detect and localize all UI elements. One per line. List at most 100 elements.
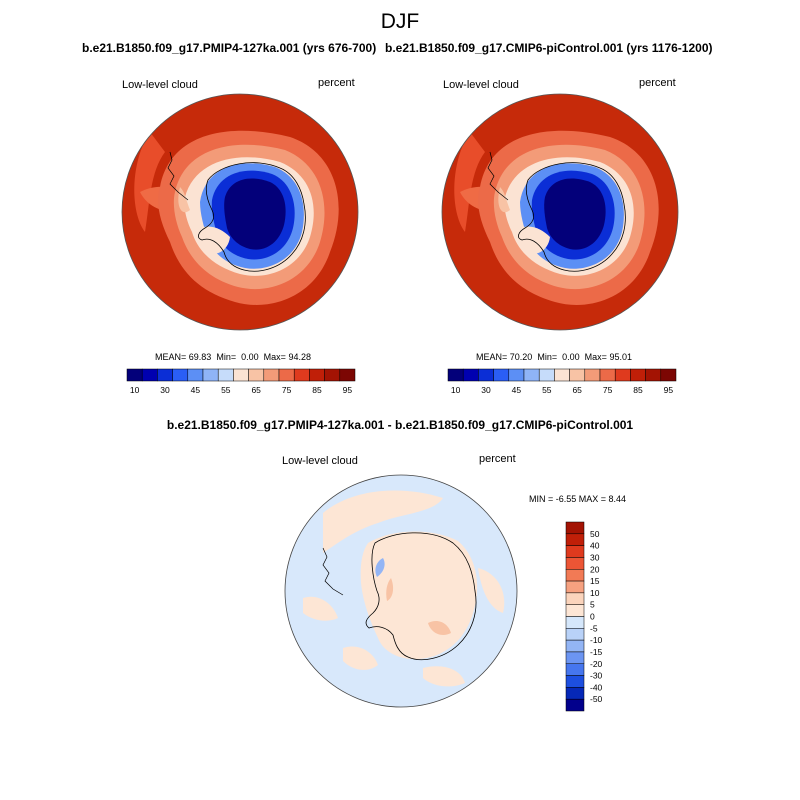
colorbar-tick-label: 5 [590,600,595,610]
colorbar-tick-label: 75 [603,385,613,395]
ocean-shade [134,132,165,232]
colorbar-swatch [248,368,265,382]
colorbar-swatch [523,368,540,382]
colorbar-swatch [660,368,677,382]
colorbar-swatch [565,580,585,594]
colorbar-swatch [630,368,646,382]
colorbar-swatch [478,368,494,382]
colorbar-tick-label: 55 [542,385,552,395]
antarctica-coastline [198,162,306,272]
colorbar-tick-label: 0 [590,612,595,622]
colorbar-tick-label: 95 [343,385,353,395]
colorbar-swatch [278,368,295,382]
diff-positive-area [478,568,505,613]
colorbar-swatch [324,368,341,382]
diff-positive-area [323,490,443,553]
colorbar-swatch [293,368,310,382]
map-border [441,93,679,331]
colorbar-swatch [554,368,570,382]
colorbar-tick-label: 50 [590,529,600,539]
colorbar-swatch [565,521,585,535]
difference-title: b.e21.B1850.f09_g17.PMIP4-127ka.001 - b.… [166,418,634,432]
colorbar-swatch [187,368,204,382]
colorbar-swatch [565,639,585,653]
panel-1-polar-map [121,93,359,331]
colorbar-tick-label: 95 [664,385,674,395]
panel-3-units-label: percent [479,453,516,465]
colorbar-tick-label: -15 [590,647,603,657]
colorbar-swatch [263,368,280,382]
colorbar-tick-label: -10 [590,635,603,645]
colorbar-swatch [584,368,601,382]
max-value: 94.28 [288,352,311,362]
colorbar-swatch [614,368,631,382]
diff-positive-spot [386,578,394,601]
colorbar-swatch [565,604,585,617]
colorbar-swatch [565,698,585,712]
colorbar-tick-label: 75 [282,385,292,395]
colorbar-swatch [565,557,585,570]
colorbar-tick-label: -30 [590,671,603,681]
colorbar-swatch [565,675,585,688]
diff-positive-area [423,666,465,687]
panel-1-colorbar: 10 30 45 55 65 75 85 95 [126,368,356,395]
mean-value: 69.83 [188,352,212,362]
colorbar-swatch [565,687,585,700]
panel-2-polar-map [441,93,679,331]
panel-1-units-label: percent [318,77,355,89]
ocean-shade [454,132,485,232]
panel-2-colorbar: 10 30 45 55 65 75 85 95 [447,368,677,395]
colorbar-tick-label: 65 [251,385,261,395]
continent-min-cloud [224,178,286,250]
south-america-coastline [322,547,344,596]
colorbar-swatch [126,368,143,382]
colorbar-swatch [565,592,585,605]
colorbar-tick-label: -40 [590,682,603,692]
colorbar-tick-label: 45 [512,385,522,395]
panel-2-variable-label: Low-level cloud [443,79,519,91]
page-title: DJF [380,10,420,33]
peninsula-region [178,187,190,213]
diff-positive-area [343,646,378,670]
diff-negative-spot [375,558,385,577]
colorbar-swatch [339,368,356,382]
colorbar-swatch [569,368,586,382]
panel-2-units-label: percent [639,77,676,89]
colorbar-swatch [447,368,464,382]
colorbar-tick-label: 30 [481,385,491,395]
colorbar-swatch [202,368,219,382]
colorbar-swatch [217,368,234,382]
panel-2-stats: MEAN= 70.20 Min= 0.00 Max= 95.01 [476,352,632,362]
colorbar-tick-label: 30 [590,552,600,562]
colorbar-swatch [493,368,510,382]
colorbar-swatch [538,368,555,382]
colorbar-tick-label: -20 [590,659,603,669]
max-value: 95.01 [609,352,632,362]
colorbar-tick-label: -5 [590,623,598,633]
difference-polar-map [284,474,518,708]
colorbar-tick-label: 10 [590,588,600,598]
colorbar-tick-label: 40 [590,541,600,551]
diff-positive-area [303,596,338,621]
colorbar-swatch [565,616,585,629]
panel-2-title: b.e21.B1850.f09_g17.CMIP6-piControl.001 … [385,41,713,55]
colorbar-tick-label: 85 [633,385,643,395]
colorbar-swatch [141,368,158,382]
diff-positive-spot [428,621,451,635]
colorbar-swatch [565,545,585,558]
min-value: 0.00 [562,352,580,362]
colorbar-swatch [599,368,616,382]
antarctica-coastline [518,162,626,272]
colorbar-swatch [565,533,585,546]
colorbar-tick-label: 30 [160,385,170,395]
colorbar-swatch [645,368,662,382]
south-america-coastline [487,151,509,201]
min-value: 0.00 [241,352,259,362]
colorbar-tick-label: 20 [590,564,600,574]
colorbar-swatch [157,368,173,382]
south-america-coastline [167,151,189,201]
colorbar-tick-label: 85 [312,385,322,395]
colorbar-swatch [565,628,585,641]
colorbar-swatch [565,663,585,676]
